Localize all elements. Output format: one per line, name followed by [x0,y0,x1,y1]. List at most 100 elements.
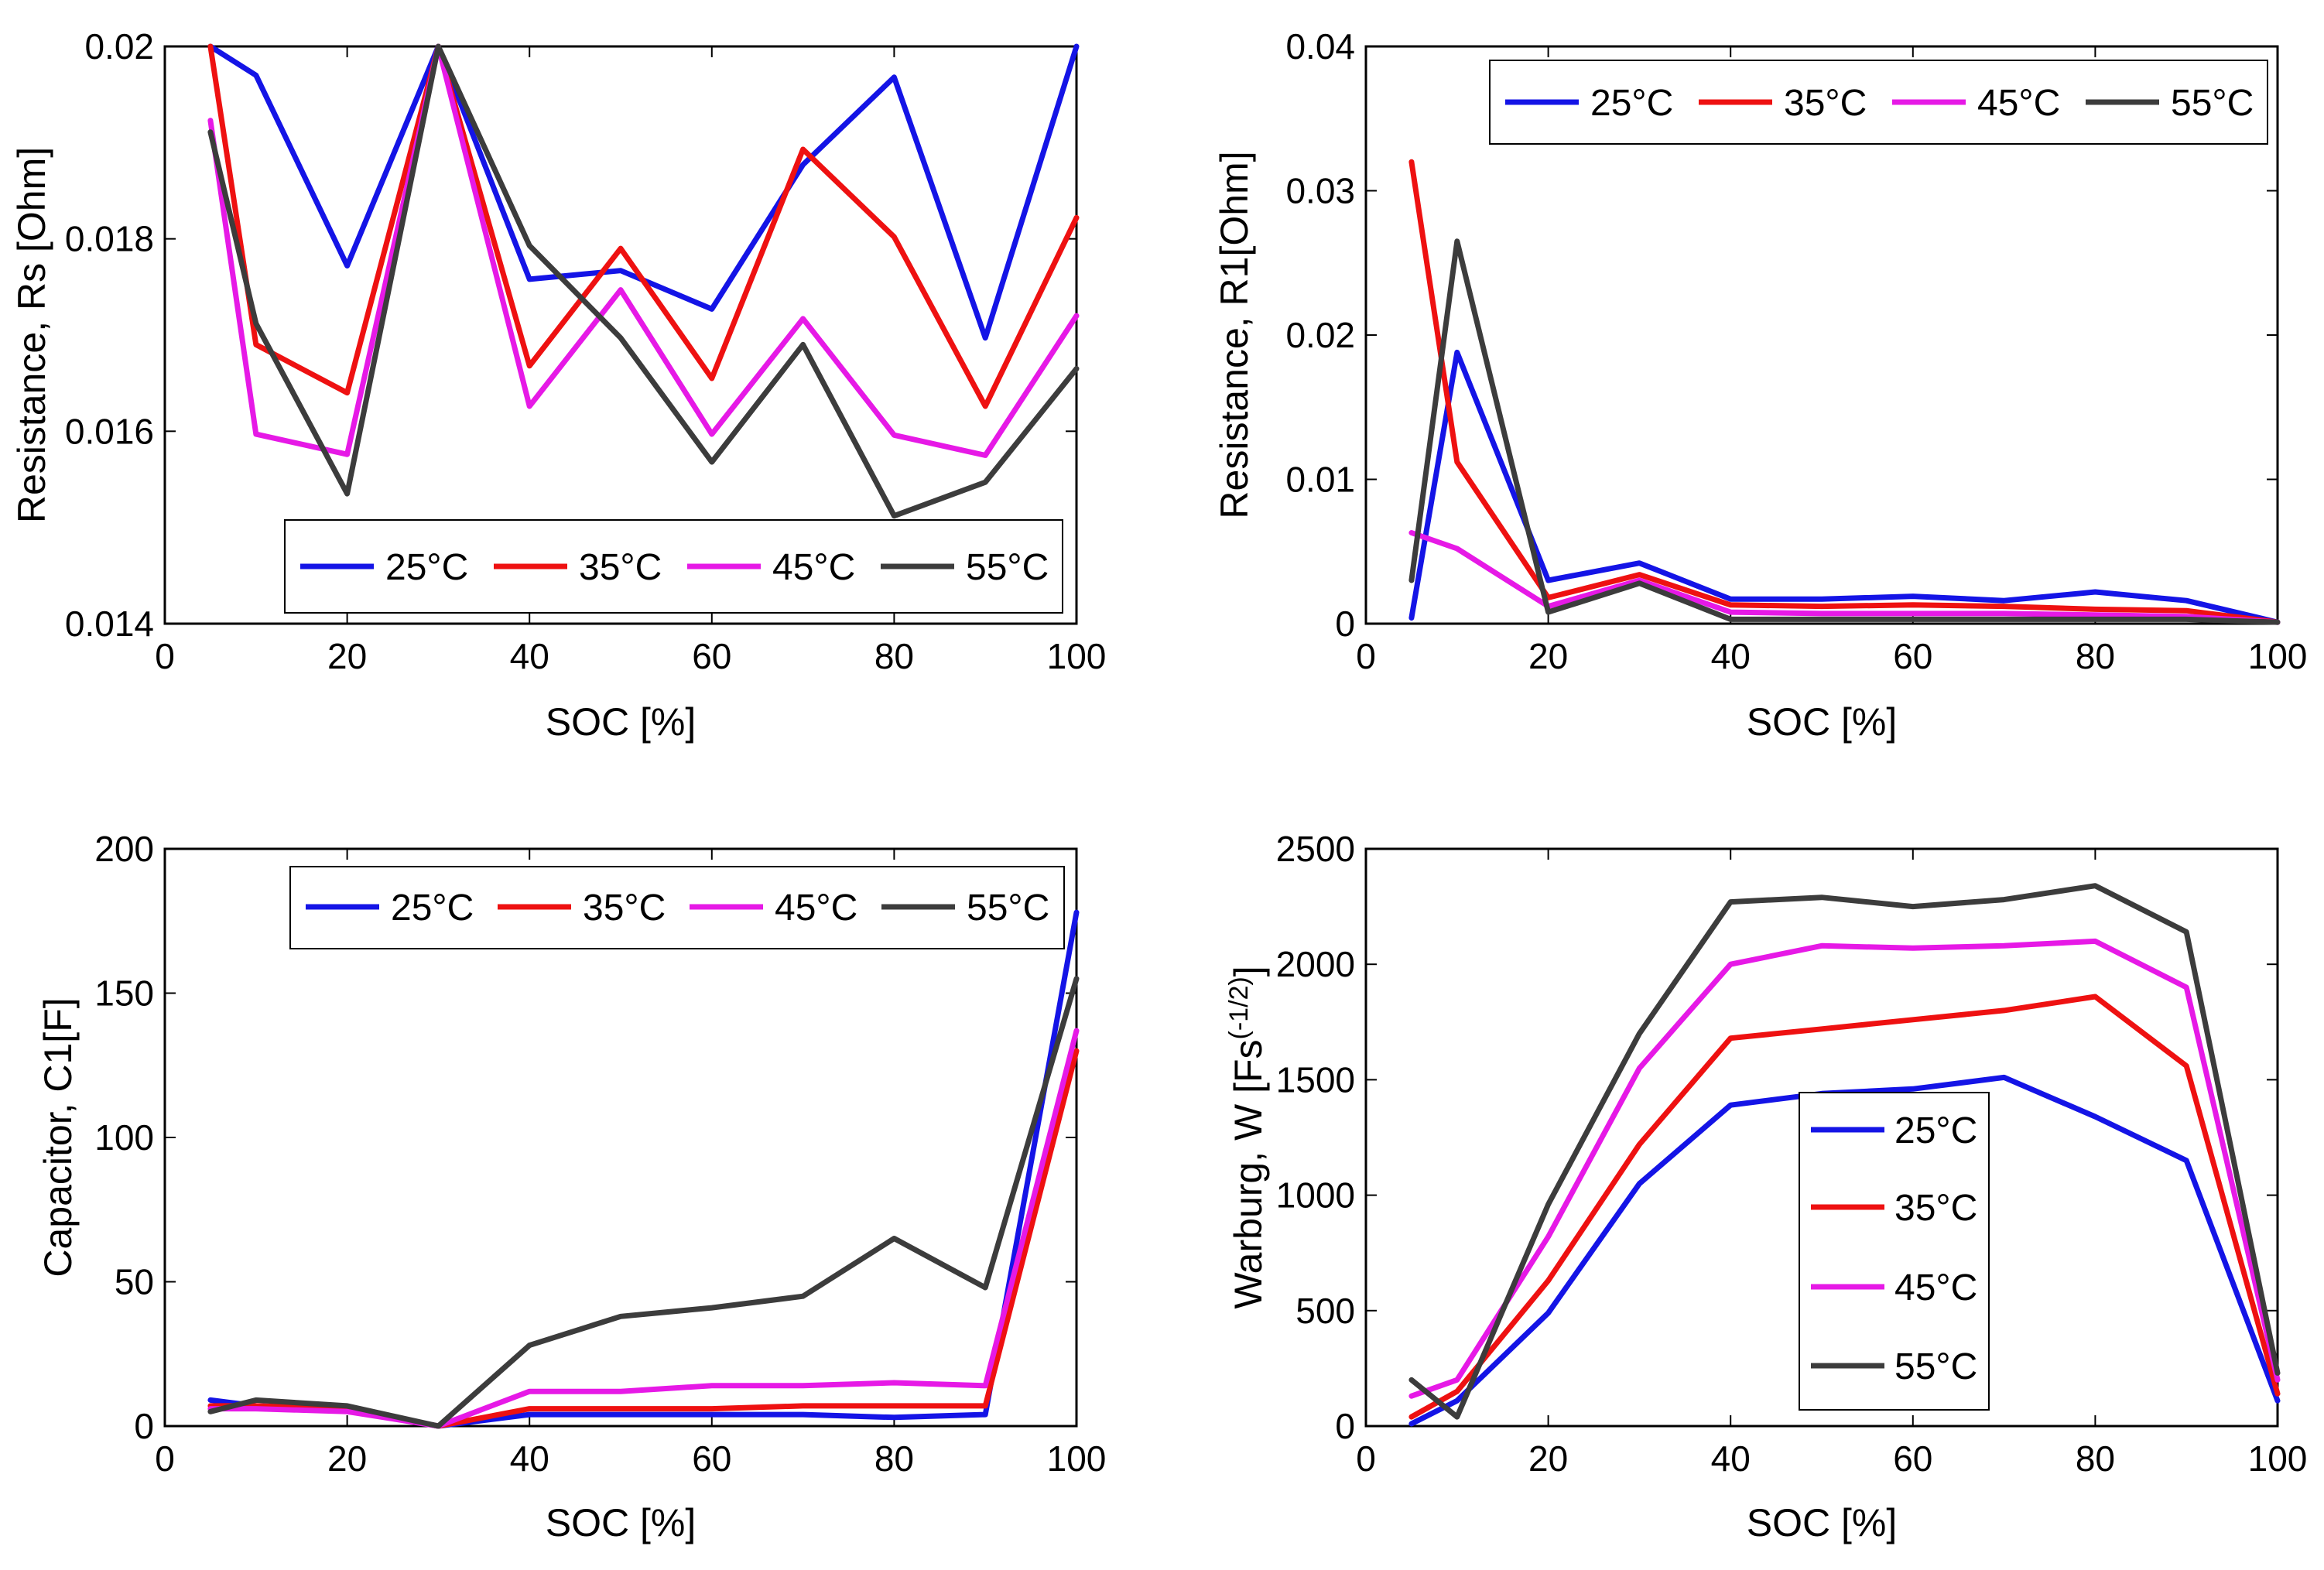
series-line-25c [207,43,1080,341]
y-tick-label: 1000 [1276,1175,1355,1216]
x-tick-label: 40 [510,1438,549,1479]
y-tick-label: 0.014 [65,604,154,644]
series-line-55c [1408,883,2281,1420]
y-axis-label: Capacitor, C1[F] [36,997,80,1277]
x-tick-label: 0 [155,636,175,676]
x-tick-label: 80 [2076,1438,2115,1479]
x-axis-label: SOC [%] [1747,700,1897,744]
x-axis-label: SOC [%] [1747,1501,1897,1544]
ticks-rs: 0 20 40 60 80 100 0.014 0.016 0.018 0.02 [65,26,1107,676]
legend-label-55c: 55°C [966,547,1049,588]
x-tick-label: 40 [1711,1438,1751,1479]
legend-r1: 25°C 35°C 45°C 55°C [1489,60,2268,145]
ticks-c1: 0 20 40 60 80 100 0 50 100 150 200 [94,829,1106,1479]
y-axis-label-exponent: (-1/2) [1224,977,1254,1039]
y-tick-label: 0.03 [1285,171,1355,211]
chart-c1: 0 20 40 60 80 100 0 50 100 150 200 SOC [%] Capacit… [36,829,1106,1544]
x-axis-label: SOC [%] [546,1501,696,1544]
x-tick-label: 100 [1047,636,1107,676]
legend-label-35c: 35°C [1784,83,1867,124]
series-line-35c [1408,994,2281,1420]
legend-label-35c: 35°C [579,547,662,588]
x-tick-label: 60 [1893,1438,1932,1479]
y-tick-label: 0.016 [65,411,154,451]
x-axis-label: SOC [%] [546,700,696,744]
y-tick-label: 0 [1335,1406,1355,1446]
legend-label-35c: 35°C [583,888,666,929]
y-tick-label: 100 [94,1117,154,1158]
legend-label-25c: 25°C [1590,83,1673,124]
legend-rs: 25°C 35°C 45°C 55°C [284,519,1063,614]
legend-warburg: 25°C 35°C 45°C 55°C [1799,1092,1990,1411]
y-tick-label: 0.02 [1285,315,1355,355]
x-tick-label: 60 [1893,636,1932,676]
y-tick-label: 0.04 [1285,26,1355,67]
y-axis-label: Warburg, W [Fs(-1/2)] [1224,966,1270,1308]
x-tick-label: 0 [1356,1438,1376,1479]
legend-label-25c: 25°C [391,888,474,929]
legend-label-25c: 25°C [1894,1110,1977,1151]
y-tick-label: 0.02 [84,26,154,67]
y-tick-label: 200 [94,829,154,869]
x-tick-label: 20 [1528,1438,1568,1479]
y-tick-label: 2500 [1276,829,1355,869]
series-line-45c [1408,530,2281,625]
y-axis-label: Resistance, Rs [Ohm] [10,147,53,523]
y-tick-label: 0 [1335,604,1355,644]
y-tick-label: 50 [115,1262,154,1302]
series-line-45c [1408,938,2281,1399]
series-line-45c [207,1028,1080,1429]
legend-label-45c: 45°C [1977,83,2060,124]
y-tick-label: 1500 [1276,1059,1355,1100]
x-tick-label: 60 [692,636,731,676]
legend-label-25c: 25°C [385,547,468,588]
legend-label-55c: 55°C [1894,1346,1977,1387]
series-line-55c [1408,238,2281,625]
x-tick-label: 20 [327,1438,367,1479]
series-line-45c [207,43,1080,458]
legend-box [1799,1092,1990,1411]
legend-label-45c: 45°C [775,888,857,929]
x-tick-label: 40 [1711,636,1751,676]
series-line-35c [207,43,1080,409]
series-rs [207,43,1080,519]
ticks-r1: 0 20 40 60 80 100 0 0.01 0.02 0.03 0.04 [1285,26,2307,676]
legend-label-45c: 45°C [1894,1267,1977,1308]
x-tick-label: 80 [874,636,914,676]
y-axis-label: Resistance, R1[Ohm] [1213,151,1256,518]
legend-label-45c: 45°C [772,547,855,588]
x-tick-label: 80 [2076,636,2115,676]
x-tick-label: 60 [692,1438,731,1479]
series-line-25c [1408,349,2281,625]
series-line-55c [207,43,1080,519]
series-r1 [1408,159,2281,625]
y-tick-label: 500 [1295,1291,1355,1331]
y-axis-label-main: Warburg, W [Fs [1227,1039,1270,1308]
series-line-35c [1408,159,2281,625]
y-tick-label: 150 [94,973,154,1014]
x-tick-label: 20 [327,636,367,676]
y-tick-label: 0.01 [1285,460,1355,500]
x-tick-label: 0 [155,1438,175,1479]
series-line-55c [207,976,1080,1429]
legend-label-55c: 55°C [2171,83,2254,124]
x-tick-label: 20 [1528,636,1568,676]
y-axis-label-close: ] [1227,966,1270,977]
x-tick-label: 40 [510,636,549,676]
x-tick-label: 100 [1047,1438,1107,1479]
y-tick-label: 2000 [1276,944,1355,984]
legend-c1: 25°C 35°C 45°C 55°C [289,866,1065,949]
legend-label-35c: 35°C [1894,1188,1977,1229]
y-tick-label: 0.018 [65,219,154,259]
x-tick-label: 80 [874,1438,914,1479]
series-line-35c [207,1048,1080,1429]
chart-r1: 0 20 40 60 80 100 0 0.01 0.02 0.03 0.04 SOC [%] Re… [1213,26,2307,744]
y-tick-label: 0 [134,1406,154,1446]
x-tick-label: 0 [1356,636,1376,676]
series-c1 [207,909,1080,1429]
legend-label-55c: 55°C [967,888,1049,929]
